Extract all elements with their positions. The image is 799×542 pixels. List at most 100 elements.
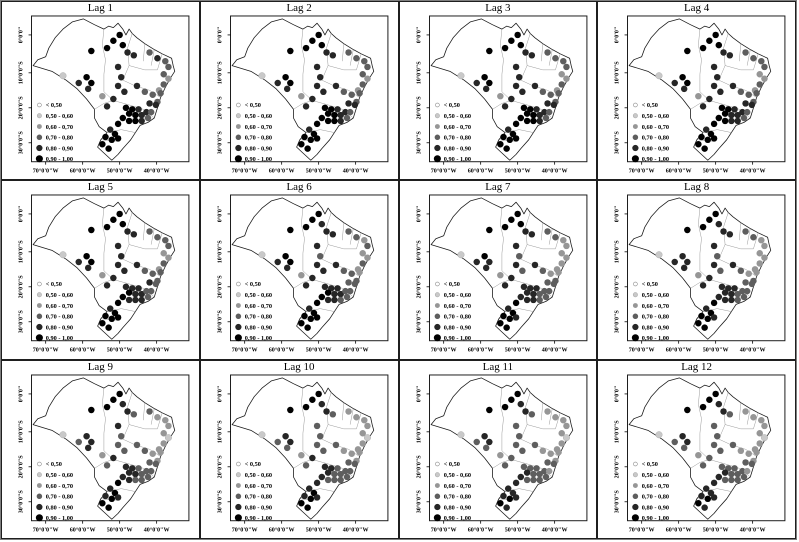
- station-dot: [734, 297, 742, 304]
- station-dot: [518, 447, 526, 454]
- legend-label: 0,80 - 0,90: [642, 504, 669, 511]
- station-dot: [546, 450, 554, 457]
- station-dot: [302, 44, 310, 52]
- y-axis-tick-label: 20°0'0"S: [415, 275, 422, 299]
- legend-swatch: [632, 493, 639, 499]
- station-dot: [133, 82, 141, 90]
- panel-lag-7: Lag 7 < 0,50 0,50 - 0,60 0,60 - 0,70 0,70 - …: [398, 180, 598, 360]
- station-dot: [700, 44, 707, 52]
- station-dot: [729, 441, 737, 448]
- state-boundary-line: [501, 253, 512, 280]
- legend-swatch: [632, 155, 640, 163]
- station-dot: [457, 72, 464, 80]
- station-dot: [734, 470, 742, 477]
- station-dot: [562, 63, 570, 71]
- station-dot: [160, 429, 167, 437]
- station-dot: [728, 476, 735, 483]
- state-boundary-line: [520, 33, 530, 81]
- station-dot: [106, 126, 114, 133]
- x-axis-tick-label: 50°0'0"W: [306, 167, 332, 174]
- station-dot: [75, 438, 82, 445]
- station-dot: [359, 81, 366, 88]
- station-dot: [562, 422, 570, 429]
- station-dot: [363, 63, 371, 71]
- station-dot: [359, 71, 366, 78]
- state-boundary-line: [355, 412, 362, 429]
- station-dot: [108, 495, 116, 502]
- station-dot: [297, 140, 305, 148]
- station-dot: [318, 473, 325, 480]
- state-boundary-line: [327, 65, 357, 71]
- station-dot: [323, 228, 330, 236]
- station-dot: [321, 104, 328, 112]
- station-dot: [695, 92, 702, 100]
- station-dot: [731, 106, 739, 113]
- station-dot: [712, 211, 720, 218]
- legend-swatch: [632, 513, 640, 521]
- legend-label: 0,80 - 0,90: [245, 145, 272, 152]
- station-dot: [352, 234, 360, 241]
- station-dot: [714, 253, 721, 260]
- station-dot: [119, 221, 127, 228]
- station-dot: [135, 285, 142, 292]
- station-dot: [523, 469, 530, 476]
- state-boundary-line: [491, 458, 511, 469]
- station-dot: [744, 288, 751, 295]
- station-dot: [330, 117, 338, 125]
- state-boundary-line: [718, 212, 729, 260]
- station-dot: [258, 72, 266, 80]
- x-axis-tick-label: 70°0'0"W: [629, 167, 655, 174]
- legend-swatch: [434, 113, 440, 119]
- station-dot: [125, 110, 133, 117]
- legend-swatch: [235, 113, 241, 119]
- legend-swatch: [633, 113, 639, 119]
- station-dot: [318, 114, 325, 122]
- legend-label: < 0,50: [46, 461, 62, 468]
- legend-label: 0,90 - 1,00: [642, 515, 669, 522]
- station-dot: [535, 111, 543, 119]
- station-dot: [480, 432, 488, 440]
- station-dot: [124, 49, 131, 56]
- station-dot: [523, 117, 530, 125]
- station-dot: [146, 228, 153, 236]
- state-boundary-line: [499, 29, 504, 75]
- legend-swatch: [633, 282, 638, 287]
- station-dot: [540, 467, 548, 475]
- panel-lag-10: Lag 10 < 0,50 0,50 - 0,60 0,60 - 0,70 0,70 -…: [199, 359, 399, 539]
- legend-label: 0,80 - 0,90: [443, 145, 470, 152]
- station-dot: [557, 260, 565, 268]
- station-dot: [337, 470, 344, 477]
- x-axis-tick-label: 50°0'0"W: [703, 347, 729, 354]
- legend-swatch: [434, 471, 440, 477]
- state-boundary-line: [747, 408, 751, 425]
- legend-label: 0,60 - 0,70: [443, 303, 470, 310]
- station-dot: [313, 243, 321, 250]
- station-dot: [102, 492, 109, 499]
- legend-label: 0,80 - 0,90: [245, 504, 272, 511]
- plot-frame: [229, 15, 389, 163]
- y-axis-tick-label: 30°0'0"S: [614, 489, 621, 513]
- panel-lag-8: Lag 8 < 0,50 0,50 - 0,60 0,60 - 0,70 0,70 - …: [597, 180, 796, 360]
- station-dot: [513, 390, 521, 397]
- station-dot: [698, 313, 705, 320]
- station-dot: [157, 448, 164, 456]
- station-dot: [758, 57, 765, 65]
- legend-label: 0,90 - 1,00: [46, 515, 73, 522]
- station-dot: [711, 493, 718, 501]
- panel-lag-4: Lag 4 < 0,50 0,50 - 0,60 0,60 - 0,70 0,70 - …: [597, 1, 796, 181]
- station-dot: [542, 294, 549, 301]
- station-dot: [681, 444, 688, 451]
- station-dot: [329, 52, 336, 59]
- station-dot: [528, 52, 535, 59]
- state-boundary-line: [698, 208, 702, 254]
- legend-label: 0,90 - 1,00: [443, 335, 470, 342]
- station-dot: [557, 439, 565, 447]
- legend-swatch: [36, 134, 43, 141]
- y-axis-tick-label: 20°0'0"S: [18, 96, 25, 120]
- station-dot: [286, 438, 294, 445]
- station-dot: [147, 108, 155, 116]
- station-dot: [99, 272, 106, 279]
- station-dot: [313, 314, 321, 321]
- x-axis-tick-label: 60°0'0"W: [666, 167, 692, 174]
- station-dot: [102, 313, 109, 320]
